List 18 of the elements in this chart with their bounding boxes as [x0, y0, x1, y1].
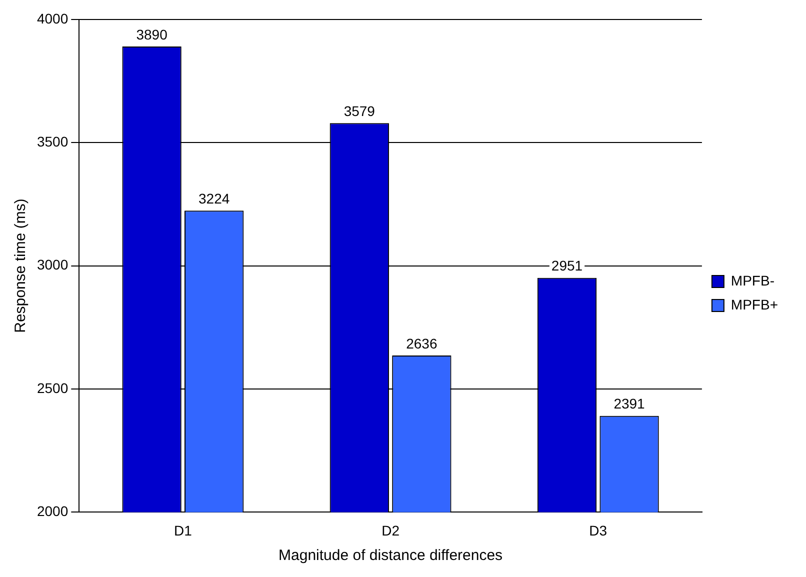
data-label: 2951	[551, 258, 583, 274]
y-tick-label: 2500	[36, 380, 68, 396]
x-tick-label: D2	[382, 522, 400, 538]
legend-label: MPFB+	[730, 296, 778, 312]
y-axis-title: Response time (ms)	[12, 198, 30, 333]
data-label: 3579	[344, 102, 376, 119]
x-axis-title: Magnitude of distance differences	[278, 547, 503, 564]
y-tick-label: 2000	[36, 503, 68, 520]
data-label: 2391	[614, 396, 646, 412]
legend-label: MPFB-	[730, 272, 775, 288]
y-tick-label: 4000	[36, 10, 68, 26]
data-label: 2636	[406, 335, 438, 352]
y-tick-label: 3500	[36, 133, 68, 150]
y-tick-label: 3000	[36, 256, 68, 273]
data-label: 3890	[136, 26, 168, 42]
x-tick-label: D3	[589, 522, 608, 538]
x-tick-label: D1	[174, 522, 192, 538]
data-label: 3224	[198, 190, 230, 206]
